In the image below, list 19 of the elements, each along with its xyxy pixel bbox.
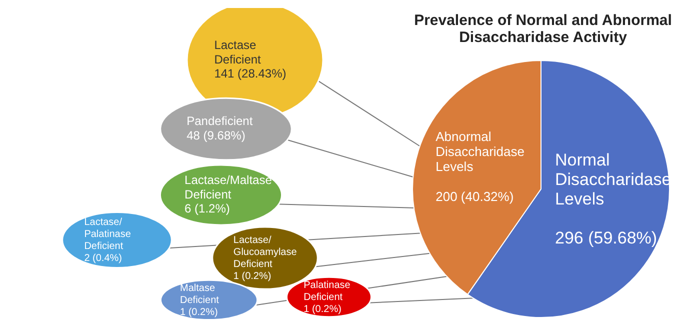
chart-title: Prevalence of Normal and Abnormal Disaccharidase Activity [413, 12, 673, 46]
category-label: Lactase/ Palatinase Deficient [84, 216, 132, 252]
data-label: 141 (28.43%) [214, 66, 286, 81]
data-label: 2 (0.4%) [84, 252, 122, 264]
data-label: 296 (59.68%) [555, 228, 658, 248]
data-label: 200 (40.32%) [436, 188, 514, 204]
slice-label: Normal Disaccharidase Levels [555, 150, 672, 208]
category-label: Lactase/Maltase Deficient [184, 172, 272, 202]
data-label: 1 (0.2%) [180, 306, 218, 318]
slice-label: Abnormal Disaccharidase Levels [436, 128, 524, 174]
category-label: Pandeficient [186, 114, 254, 128]
data-label: 6 (1.2%) [184, 202, 230, 216]
category-label: Maltase Deficient [180, 282, 220, 306]
category-label: Lactase/ Glucoamylase Deficient [233, 234, 298, 270]
data-label: 1 (0.2%) [304, 304, 342, 315]
data-label: 1 (0.2%) [233, 270, 272, 282]
category-label: Palatinase Deficient [304, 280, 351, 303]
data-label: 48 (9.68%) [186, 128, 246, 143]
category-label: Lactase Deficient [214, 38, 262, 66]
